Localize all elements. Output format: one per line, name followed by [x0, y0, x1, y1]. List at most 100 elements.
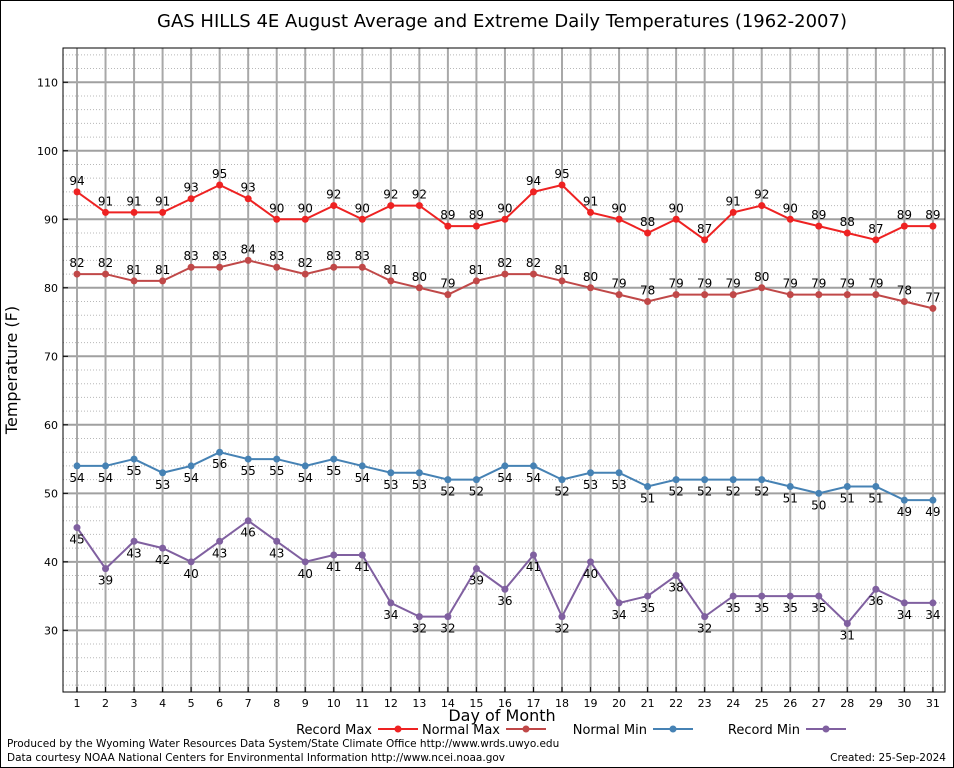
data-label: 54 — [497, 471, 512, 485]
legend: Record Max Normal Max Normal Min Record Min — [296, 723, 846, 738]
data-label: 92 — [326, 188, 341, 202]
x-tick-label: 17 — [526, 697, 540, 710]
data-label: 94 — [526, 174, 541, 188]
data-point — [843, 229, 851, 237]
data-point — [330, 455, 338, 463]
data-label: 93 — [183, 181, 198, 195]
data-point — [900, 496, 908, 504]
data-label: 87 — [868, 222, 883, 236]
x-tick-label: 2 — [102, 697, 109, 710]
x-tick-label: 11 — [355, 697, 369, 710]
data-point — [159, 277, 167, 285]
data-label: 34 — [611, 608, 626, 622]
y-tick-label: 70 — [44, 350, 58, 363]
data-label: 53 — [583, 478, 598, 492]
y-tick-label: 60 — [44, 419, 58, 432]
x-tick-label: 14 — [441, 697, 455, 710]
data-point — [786, 592, 794, 600]
data-point — [501, 585, 509, 593]
data-point — [444, 476, 452, 484]
data-label: 81 — [554, 263, 569, 277]
data-point — [872, 585, 880, 593]
data-label: 81 — [155, 263, 170, 277]
legend-label: Record Min — [728, 723, 800, 738]
data-label: 52 — [726, 485, 741, 499]
data-label: 51 — [868, 491, 883, 505]
legend-label: Normal Min — [573, 723, 647, 738]
data-point — [900, 222, 908, 230]
data-label: 39 — [469, 574, 484, 588]
data-label: 55 — [241, 464, 256, 478]
data-label: 90 — [497, 201, 512, 215]
data-point — [273, 537, 281, 545]
data-point — [587, 284, 595, 292]
legend-marker — [669, 725, 677, 733]
data-point — [758, 592, 766, 600]
data-label: 52 — [697, 485, 712, 499]
data-point — [786, 291, 794, 299]
data-label: 83 — [355, 249, 370, 263]
data-point — [815, 592, 823, 600]
data-point — [929, 222, 937, 230]
x-tick-label: 19 — [584, 697, 598, 710]
data-point — [387, 277, 395, 285]
data-point — [843, 291, 851, 299]
data-label: 79 — [811, 277, 826, 291]
data-point — [558, 181, 566, 189]
data-label: 54 — [69, 471, 84, 485]
data-point — [301, 270, 309, 278]
data-point — [843, 482, 851, 490]
data-point — [130, 277, 138, 285]
data-point — [872, 482, 880, 490]
data-point — [73, 524, 81, 532]
y-axis-label: Temperature (F) — [2, 306, 21, 435]
data-label: 43 — [212, 546, 227, 560]
data-point — [73, 188, 81, 196]
data-label: 35 — [811, 601, 826, 615]
data-point — [615, 215, 623, 223]
data-point — [187, 263, 195, 271]
data-point — [216, 448, 224, 456]
data-label: 80 — [583, 270, 598, 284]
data-point — [529, 462, 537, 470]
data-point — [216, 181, 224, 189]
data-point — [159, 469, 167, 477]
data-point — [872, 236, 880, 244]
data-label: 31 — [840, 628, 855, 642]
data-label: 52 — [668, 485, 683, 499]
data-point — [672, 215, 680, 223]
data-label: 51 — [783, 491, 798, 505]
data-point — [244, 256, 252, 264]
x-tick-label: 10 — [327, 697, 341, 710]
data-point — [187, 558, 195, 566]
data-point — [73, 270, 81, 278]
data-label: 79 — [697, 277, 712, 291]
x-tick-label: 3 — [131, 697, 138, 710]
data-point — [672, 476, 680, 484]
x-tick-label: 20 — [612, 697, 626, 710]
data-label: 79 — [783, 277, 798, 291]
data-label: 35 — [783, 601, 798, 615]
data-label: 36 — [497, 594, 512, 608]
data-label: 54 — [183, 471, 198, 485]
data-point — [444, 291, 452, 299]
data-point — [615, 599, 623, 607]
data-label: 91 — [98, 194, 113, 208]
data-label: 53 — [155, 478, 170, 492]
data-label: 89 — [469, 208, 484, 222]
data-point — [644, 482, 652, 490]
data-label: 90 — [355, 201, 370, 215]
data-point — [387, 599, 395, 607]
data-label: 84 — [241, 242, 256, 256]
data-label: 92 — [383, 188, 398, 202]
data-label: 90 — [611, 201, 626, 215]
data-label: 79 — [668, 277, 683, 291]
data-label: 79 — [440, 277, 455, 291]
data-label: 32 — [440, 622, 455, 636]
data-label: 83 — [269, 249, 284, 263]
data-point — [273, 263, 281, 271]
data-label: 95 — [554, 167, 569, 181]
data-label: 95 — [212, 167, 227, 181]
x-tick-label: 8 — [273, 697, 280, 710]
data-label: 89 — [897, 208, 912, 222]
